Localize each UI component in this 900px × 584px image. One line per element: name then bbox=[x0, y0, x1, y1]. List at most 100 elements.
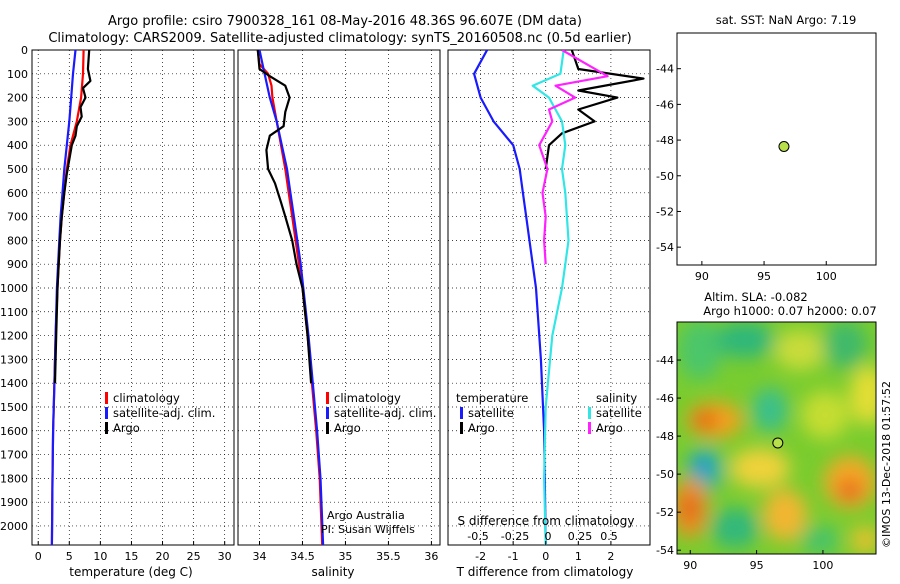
legend-swatch-climatology bbox=[105, 392, 108, 404]
s-tick-label: 0 bbox=[545, 530, 552, 543]
depth-tick-label: 1700 bbox=[0, 449, 28, 462]
difference-x-label: T difference from climatology bbox=[456, 565, 634, 579]
s-tick-label: 0.5 bbox=[600, 530, 618, 543]
legend-swatch-argo bbox=[326, 422, 329, 434]
sla-map-x-tick-label: 95 bbox=[750, 559, 764, 572]
sst-map-panel: sat. SST: NaN Argo: 7.19 90 95 100 -54 -52 -5… bbox=[656, 13, 877, 283]
depth-tick-label: 400 bbox=[7, 139, 28, 152]
x-tick-label: 34.5 bbox=[290, 550, 315, 563]
x-tick-label: 34 bbox=[252, 550, 266, 563]
depth-tick-label: 1400 bbox=[0, 377, 28, 390]
temperature-series-satellite-adj-clim- bbox=[50, 50, 77, 545]
sst-map-x-tick-label: 90 bbox=[695, 270, 709, 283]
sla-heatmap bbox=[677, 322, 876, 554]
temperature-series bbox=[50, 50, 92, 545]
salinity-x-label: salinity bbox=[311, 565, 354, 579]
s-difference-label: S difference from climatology bbox=[458, 514, 635, 528]
sla-map-y-tick-label: -54 bbox=[656, 544, 674, 557]
temperature-panel: 0 5 10 15 20 25 30 0 100 200 300 400 500 600 700 800 90… bbox=[0, 44, 235, 579]
depth-tick-label: 2000 bbox=[0, 520, 28, 533]
legend-label-s-argo: Argo bbox=[596, 421, 623, 435]
depth-tick-label: 1100 bbox=[0, 306, 28, 319]
difference-series-s-satellite bbox=[531, 50, 570, 545]
depth-y-ticks: 0 100 200 300 400 500 600 700 800 900 1000 1100 1200… bbox=[0, 44, 28, 533]
sla-map-argo-position-marker bbox=[772, 437, 784, 449]
x-tick-label: 1 bbox=[575, 550, 582, 563]
x-tick-label: 0 bbox=[35, 550, 42, 563]
x-tick-label: -1 bbox=[508, 550, 519, 563]
sla-map-y-tick-label: -48 bbox=[656, 430, 674, 443]
sla-blob bbox=[851, 526, 876, 554]
sst-map-y-tick-label: -50 bbox=[656, 170, 674, 183]
legend-swatch-argo bbox=[105, 422, 108, 434]
sla-anomaly-blobs bbox=[677, 322, 876, 554]
legend-label-satellite: satellite-adj. clim. bbox=[334, 406, 436, 420]
sla-blob bbox=[752, 388, 788, 432]
depth-tick-label: 900 bbox=[7, 258, 28, 271]
sla-blob bbox=[800, 526, 840, 554]
legend-swatch-s-argo bbox=[588, 422, 591, 434]
sla-blob bbox=[850, 365, 876, 425]
sla-blob bbox=[695, 458, 709, 474]
x-tick-label: 2 bbox=[607, 550, 614, 563]
sst-map-points bbox=[778, 141, 790, 153]
legend-label-s-satellite: satellite bbox=[596, 406, 642, 420]
sst-map-argo-position-marker bbox=[778, 141, 790, 153]
sla-map-y-tick-label: -44 bbox=[656, 354, 674, 367]
imos-credit: ©IMOS 13-Dec-2018 01:57:52 bbox=[880, 381, 893, 548]
s-tick-label: -0.5 bbox=[467, 530, 488, 543]
salinity-plot-frame bbox=[237, 49, 441, 546]
title-line-2: Climatology: CARS2009. Satellite-adjuste… bbox=[48, 31, 631, 46]
x-tick-label: 35.5 bbox=[376, 550, 401, 563]
sst-map-y-tick-label: -52 bbox=[656, 205, 674, 218]
salinity-x-ticks: 34 34.5 35 35.5 36 bbox=[252, 541, 438, 563]
salinity-series-climatology bbox=[256, 50, 324, 545]
sla-blob bbox=[693, 412, 717, 428]
difference-x-ticks: -2 -1 0 1 2 bbox=[475, 541, 614, 563]
s-difference-ticks: -0.5 -0.25 0 0.25 0.5 bbox=[467, 530, 617, 543]
salinity-grid bbox=[238, 49, 440, 545]
temperature-series-argo bbox=[53, 50, 92, 384]
legend-swatch-s-satellite bbox=[588, 407, 591, 419]
depth-tick-label: 1800 bbox=[0, 472, 28, 485]
legend-title-salinity: salinity bbox=[596, 391, 637, 405]
difference-series-s-argo bbox=[538, 50, 609, 265]
legend-label-argo: Argo bbox=[113, 421, 140, 435]
s-tick-label: -0.25 bbox=[501, 530, 529, 543]
legend-swatch-t-argo bbox=[460, 422, 463, 434]
depth-tick-label: 0 bbox=[21, 44, 28, 57]
x-tick-label: 5 bbox=[66, 550, 73, 563]
x-tick-label: 25 bbox=[187, 550, 201, 563]
temperature-x-ticks: 0 5 10 15 20 25 30 bbox=[35, 541, 232, 563]
sla-blob bbox=[684, 496, 696, 520]
legend-label-t-argo: Argo bbox=[468, 421, 495, 435]
salinity-panel: 34 34.5 35 35.5 36 salinity climatology sate… bbox=[237, 49, 441, 579]
salinity-series-satellite-adj-clim- bbox=[258, 50, 325, 545]
sst-map-ticks: 90 95 100 -54 -52 -50 -48 -46 -44 bbox=[656, 63, 837, 283]
depth-tick-label: 800 bbox=[7, 234, 28, 247]
sla-blob bbox=[678, 322, 722, 380]
depth-tick-label: 1900 bbox=[0, 496, 28, 509]
temperature-grid bbox=[32, 49, 234, 545]
x-tick-label: 35 bbox=[338, 550, 352, 563]
sla-map-y-tick-label: -46 bbox=[656, 392, 674, 405]
temperature-plot-frame bbox=[31, 49, 235, 546]
depth-tick-label: 1500 bbox=[0, 401, 28, 414]
difference-legend-salinity: salinity satellite Argo bbox=[588, 391, 642, 435]
sla-blob bbox=[730, 448, 790, 488]
credit-pi-name: PI: Susan Wijffels bbox=[321, 523, 415, 536]
sst-map-frame bbox=[676, 32, 877, 266]
depth-tick-label: 700 bbox=[7, 211, 28, 224]
x-tick-label: 15 bbox=[124, 550, 138, 563]
sst-map-y-tick-label: -48 bbox=[656, 134, 674, 147]
temperature-x-label: temperature (deg C) bbox=[69, 565, 192, 579]
difference-panel: -2 -1 0 1 2 T difference from climatology S … bbox=[447, 49, 651, 579]
difference-series-t-satellite bbox=[473, 50, 547, 545]
depth-tick-label: 1200 bbox=[0, 330, 28, 343]
sst-map-y-tick-label: -44 bbox=[656, 63, 674, 76]
sst-map-y-tick-label: -54 bbox=[656, 241, 674, 254]
sla-blob bbox=[715, 322, 775, 358]
x-tick-label: 30 bbox=[218, 550, 232, 563]
